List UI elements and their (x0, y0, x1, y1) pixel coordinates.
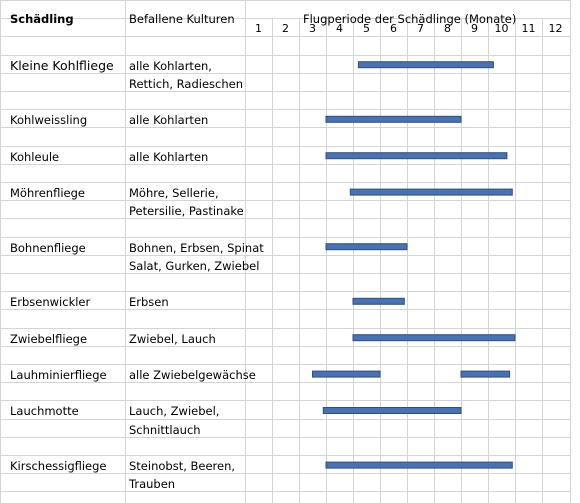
month-tick-label: 3 (309, 22, 316, 36)
crop-text: Lauch, Zwiebel, (129, 404, 220, 419)
pest-name: Zwiebelfliege (10, 331, 88, 346)
crop-text: Salat, Gurken, Zwiebel (129, 258, 260, 273)
flight-period-bar (325, 115, 462, 123)
flight-period-bar (349, 188, 513, 196)
month-tick-label: 1 (255, 22, 262, 36)
pest-name: Lauhminierfliege (10, 368, 107, 382)
header-pest: Schädling (10, 12, 74, 26)
crop-text: Petersilie, Pastinake (129, 204, 244, 219)
month-tick-label: 11 (521, 22, 536, 36)
crop-text: Bohnen, Erbsen, Spinat (129, 240, 264, 255)
month-tick-label: 6 (390, 22, 397, 36)
month-tick-label: 10 (494, 22, 509, 36)
crop-text: alle Kohlarten, (129, 58, 212, 73)
crop-text: Trauben (129, 477, 176, 492)
month-tick-label: 12 (548, 22, 563, 36)
crop-text: Erbsen (129, 295, 169, 310)
flight-period-bar (357, 61, 494, 69)
crop-text: Möhre, Sellerie, (129, 186, 219, 200)
pest-name: Bohnenfliege (10, 240, 86, 255)
crop-text: Schnittlauch (129, 422, 201, 437)
header-period: Flugperiode der Schädlinge (Monate) (303, 12, 517, 26)
crop-text: Zwiebel, Lauch (129, 331, 216, 346)
flight-period-bar (352, 334, 516, 342)
month-tick-label: 7 (417, 22, 424, 36)
pest-name: Kohleule (10, 149, 60, 164)
crop-text: alle Kohlarten (129, 113, 209, 128)
header-crops: Befallene Kulturen (129, 12, 235, 26)
month-tick-label: 5 (363, 22, 370, 36)
month-tick-label: 4 (336, 22, 343, 36)
pest-name: Kohlweissling (10, 113, 88, 128)
pest-name: Erbsenwickler (10, 295, 91, 310)
crop-text: alle Kohlarten (129, 149, 209, 164)
crop-text: alle Zwiebelgewächse (129, 368, 256, 382)
flight-period-bar (325, 152, 508, 160)
flight-period-bar (312, 370, 381, 378)
pest-name: Möhrenfliege (10, 186, 85, 200)
flight-period-bar (325, 461, 513, 469)
pest-name: Kirschessigfliege (10, 459, 107, 473)
crop-text: Steinobst, Beeren, (129, 459, 236, 473)
month-tick-label: 9 (471, 22, 478, 36)
month-tick-label: 2 (282, 22, 289, 36)
flight-period-bar (322, 407, 462, 414)
flight-period-bar (460, 370, 511, 378)
pest-name: Kleine Kohlfliege (10, 57, 114, 73)
flight-period-bar (325, 243, 408, 251)
crop-text: Rettich, Radieschen (129, 76, 244, 91)
month-tick-label: 8 (444, 22, 451, 36)
pest-name: Lauchmotte (10, 404, 79, 419)
flight-period-bar (352, 297, 405, 305)
